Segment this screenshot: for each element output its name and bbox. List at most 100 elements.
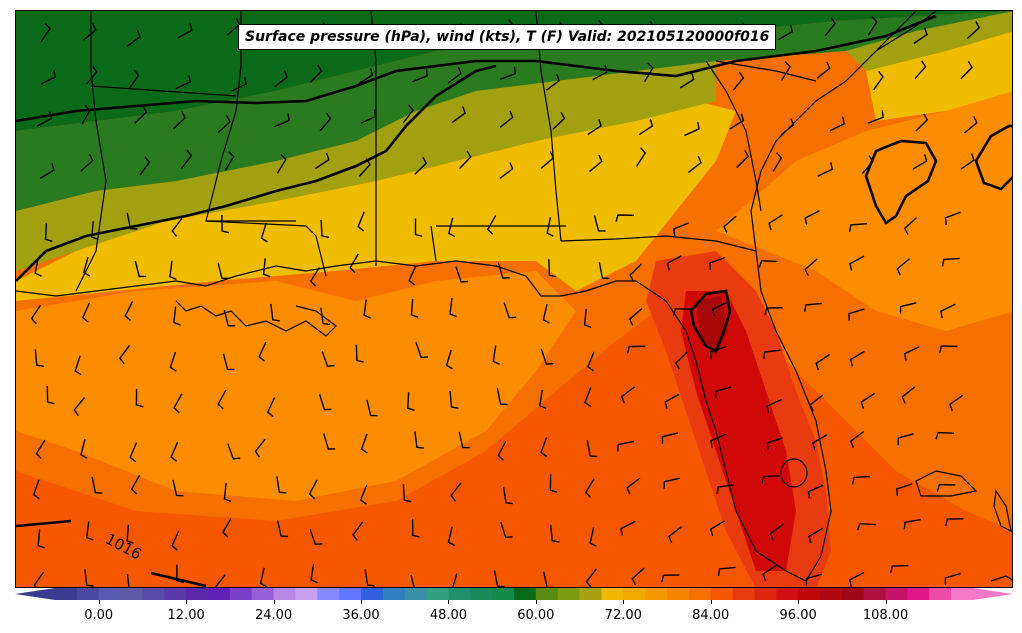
colorbar-segment (382, 588, 406, 600)
wind-barb (913, 27, 928, 45)
wind-barb (941, 257, 960, 267)
wind-barb (497, 262, 510, 279)
wind-barb (169, 260, 177, 281)
wind-barb (130, 474, 141, 495)
colorbar-tick-label: 108.00 (862, 608, 909, 623)
wind-barb (260, 222, 268, 243)
colorbar-segment (470, 588, 493, 600)
wind-barb (966, 21, 981, 40)
wind-barb (355, 344, 364, 363)
wind-barb (687, 155, 702, 173)
wind-barb (661, 432, 679, 444)
wind-barb (945, 518, 964, 527)
wind-barb (668, 526, 683, 544)
temperature-band-82 (16, 271, 576, 501)
temperature-map: 1016 (16, 11, 1012, 587)
colorbar-segment (120, 588, 144, 600)
colorbar-segment (448, 588, 471, 600)
wind-barb (266, 397, 276, 418)
wind-barb (270, 303, 280, 322)
wind-barb (81, 105, 91, 125)
wind-barb (896, 483, 913, 496)
wind-barb (960, 61, 973, 80)
wind-barb (732, 71, 745, 91)
wind-barb (319, 112, 332, 132)
wind-barb (91, 221, 99, 241)
wind-barb (593, 215, 606, 232)
wind-barb (626, 477, 641, 495)
wind-barb (804, 258, 818, 277)
colorbar-segment (601, 588, 624, 600)
wind-barb (778, 24, 794, 41)
wind-barb (915, 113, 929, 132)
colorbar-tick-label: 60.00 (517, 608, 555, 623)
wind-barb (135, 388, 144, 408)
wind-barb (276, 520, 289, 538)
wind-barb (402, 484, 412, 503)
wind-barb (82, 23, 97, 41)
wind-barb (583, 308, 592, 329)
wind-barb (936, 483, 956, 492)
wind-barb (450, 482, 462, 502)
wind-barb (358, 158, 371, 177)
wind-barb (890, 564, 909, 574)
wind-barb (539, 389, 547, 410)
wind-barb (938, 345, 958, 353)
wind-barb (352, 521, 364, 541)
wind-barb (44, 223, 53, 243)
wind-barb (169, 351, 177, 372)
wind-barb (960, 153, 975, 170)
wind-barb (715, 386, 732, 399)
wind-barb (867, 16, 878, 36)
wind-barb (542, 304, 550, 324)
wind-barb (222, 353, 235, 371)
wind-barb (493, 570, 505, 587)
map-panel: 1016 Surface pressure (hPa), wind (kts),… (15, 10, 1013, 588)
wind-barb (584, 387, 592, 408)
wind-barb (768, 214, 783, 231)
wind-barb (323, 433, 336, 450)
wind-barb (772, 152, 783, 172)
wind-barb (663, 477, 681, 489)
wind-barb (935, 431, 955, 440)
wind-barb (274, 70, 288, 88)
wind-barb (809, 394, 824, 412)
wind-barb (134, 105, 148, 124)
wind-barb (451, 106, 467, 123)
colorbar-segment (404, 588, 428, 600)
wind-barb (39, 163, 55, 179)
wind-barb (897, 433, 914, 446)
wind-barb (940, 303, 956, 319)
wind-barb (128, 69, 140, 89)
wind-barb (804, 210, 820, 226)
wind-barb (411, 519, 420, 538)
wind-barb (126, 212, 138, 230)
wind-barb (259, 567, 268, 587)
wind-barb (496, 388, 508, 406)
colorbar-segment (907, 588, 930, 600)
wind-barb (452, 573, 458, 587)
wind-barb (631, 567, 645, 586)
wind-barb (542, 571, 555, 587)
colorbar-tick-mark (186, 600, 188, 604)
wind-barb (849, 571, 865, 587)
wind-barb (412, 68, 428, 83)
wind-barb (587, 118, 602, 136)
wind-barb (315, 152, 330, 170)
wind-barb (815, 353, 830, 371)
wind-barb (736, 149, 750, 169)
wind-barb (592, 65, 608, 81)
colorbar-segment (623, 588, 646, 600)
colorbar-tick-label: 24.00 (254, 608, 293, 623)
wind-barb (33, 571, 45, 587)
temperature-band-olive-ne (846, 11, 1012, 71)
wind-barb (223, 309, 236, 327)
wind-barb (769, 523, 784, 541)
wind-barb (626, 345, 646, 354)
wind-barb (761, 475, 780, 484)
wind-barb (357, 211, 365, 232)
wind-barb (82, 256, 91, 277)
wind-barb (710, 433, 726, 448)
wind-barb (807, 484, 824, 499)
wind-barb (445, 349, 453, 370)
